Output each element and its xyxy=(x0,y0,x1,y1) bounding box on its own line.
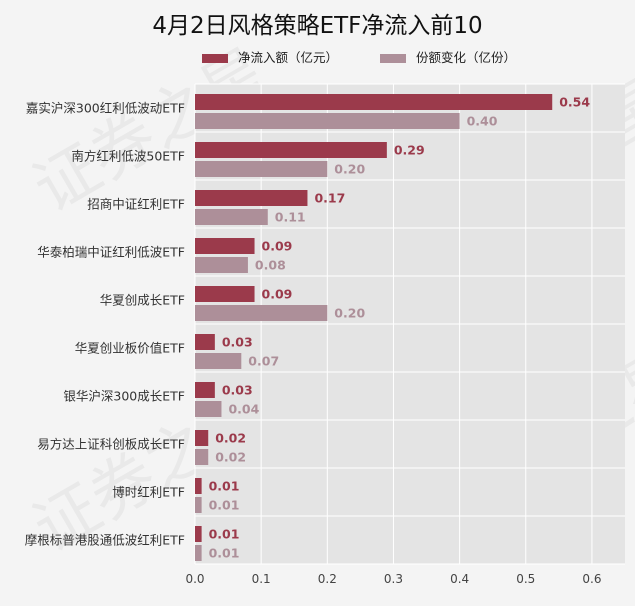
category-label: 博时红利ETF xyxy=(112,485,185,500)
data-label-net-inflow: 0.54 xyxy=(559,95,590,110)
category-label: 南方红利低波50ETF xyxy=(71,149,185,164)
data-label-share-change: 0.01 xyxy=(209,498,240,513)
data-label-share-change: 0.08 xyxy=(255,258,286,273)
data-label-net-inflow: 0.01 xyxy=(209,527,240,542)
bar-share-change xyxy=(195,305,328,321)
bar-share-change xyxy=(195,545,202,561)
x-tick-label: 0.4 xyxy=(450,572,469,586)
data-label-net-inflow: 0.29 xyxy=(394,143,425,158)
x-tick-label: 0.1 xyxy=(252,572,271,586)
category-label: 易方达上证科创板成长ETF xyxy=(37,437,185,452)
bar-share-change xyxy=(195,401,222,417)
bar-share-change xyxy=(195,353,242,369)
data-label-share-change: 0.11 xyxy=(275,210,306,225)
legend-swatch-share-change xyxy=(380,54,406,63)
bar-share-change xyxy=(195,113,460,129)
x-tick-label: 0.2 xyxy=(318,572,337,586)
bar-share-change xyxy=(195,209,268,225)
bar-net-inflow xyxy=(195,286,255,302)
x-tick-label: 0.0 xyxy=(185,572,204,586)
data-label-share-change: 0.02 xyxy=(215,450,246,465)
data-label-net-inflow: 0.09 xyxy=(262,239,293,254)
category-label: 银华沪深300成长ETF xyxy=(63,389,185,404)
category-label: 华夏创成长ETF xyxy=(100,293,185,308)
data-label-net-inflow: 0.09 xyxy=(262,287,293,302)
data-label-net-inflow: 0.03 xyxy=(222,383,253,398)
category-label: 华夏创业板价值ETF xyxy=(75,341,185,356)
bar-net-inflow xyxy=(195,238,255,254)
bar-share-change xyxy=(195,497,202,513)
legend-label-net-inflow: 净流入额（亿元） xyxy=(238,50,339,65)
x-tick-label: 0.3 xyxy=(384,572,403,586)
data-label-share-change: 0.20 xyxy=(334,162,365,177)
x-tick-label: 0.5 xyxy=(516,572,535,586)
data-label-share-change: 0.04 xyxy=(228,402,259,417)
bar-net-inflow xyxy=(195,190,308,206)
data-label-share-change: 0.01 xyxy=(209,546,240,561)
bar-share-change xyxy=(195,449,209,465)
bar-share-change xyxy=(195,257,248,273)
bar-net-inflow xyxy=(195,94,553,110)
legend-label-share-change: 份额变化（亿份） xyxy=(416,50,517,65)
bar-net-inflow xyxy=(195,334,215,350)
bar-net-inflow xyxy=(195,478,202,494)
data-label-share-change: 0.20 xyxy=(334,306,365,321)
legend-swatch-net-inflow xyxy=(202,54,228,63)
category-label: 招商中证红利ETF xyxy=(87,197,185,212)
bar-net-inflow xyxy=(195,142,387,158)
category-label: 华泰柏瑞中证红利低波ETF xyxy=(37,245,185,260)
data-label-net-inflow: 0.17 xyxy=(314,191,345,206)
bar-share-change xyxy=(195,161,328,177)
category-label: 摩根标普港股通低波红利ETF xyxy=(25,533,185,548)
x-tick-label: 0.6 xyxy=(582,572,601,586)
bar-net-inflow xyxy=(195,526,202,542)
data-label-net-inflow: 0.03 xyxy=(222,335,253,350)
data-label-share-change: 0.40 xyxy=(467,114,498,129)
bar-net-inflow xyxy=(195,430,209,446)
data-label-share-change: 0.07 xyxy=(248,354,279,369)
chart-title: 4月2日风格策略ETF净流入前10 xyxy=(152,13,483,39)
bar-net-inflow xyxy=(195,382,215,398)
legend: 净流入额（亿元） 份额变化（亿份） xyxy=(0,49,635,67)
category-label: 嘉实沪深300红利低波动ETF xyxy=(26,101,185,116)
data-label-net-inflow: 0.01 xyxy=(209,479,240,494)
data-label-net-inflow: 0.02 xyxy=(215,431,246,446)
